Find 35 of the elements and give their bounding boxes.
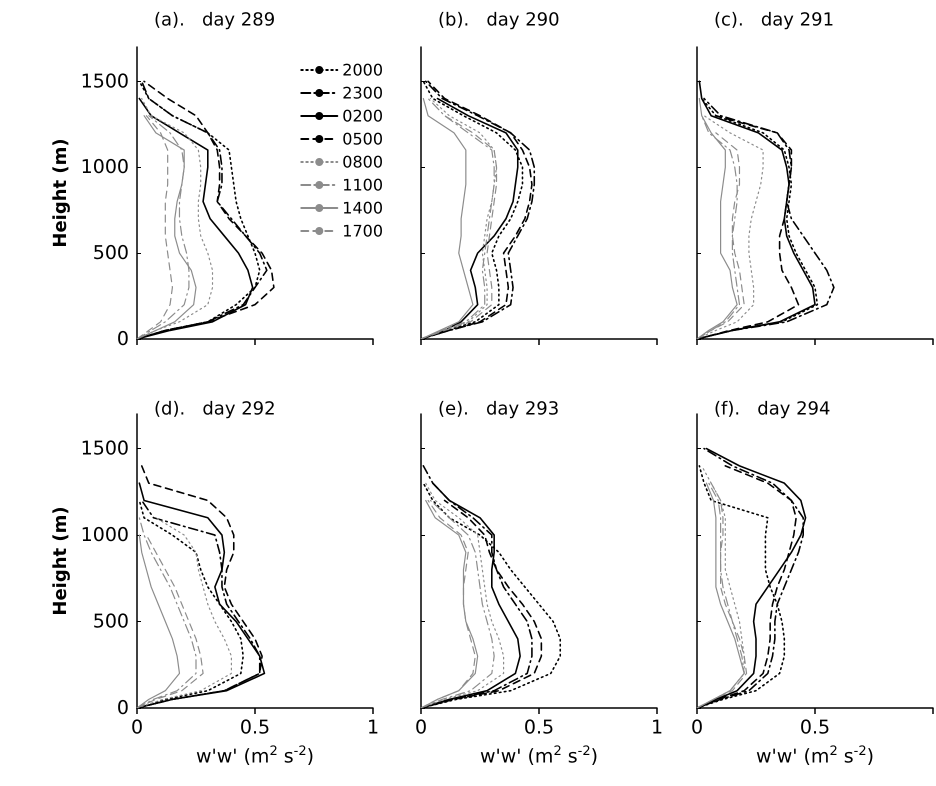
y-tick-label: 0 bbox=[116, 697, 129, 719]
x-tick-label: 0 bbox=[130, 716, 144, 738]
chart-title: (c). day 291 bbox=[714, 10, 834, 30]
x-tick-label: 0.5 bbox=[240, 716, 270, 738]
legend-label: 2000 bbox=[342, 60, 383, 80]
y-axis-title: Height (m) bbox=[50, 138, 72, 248]
y-tick-label: 0 bbox=[116, 328, 129, 350]
x-tick-label: 1 bbox=[366, 716, 380, 738]
y-tick-label: 500 bbox=[92, 242, 129, 264]
chart-title: (b). day 290 bbox=[438, 10, 560, 30]
legend-label: 1400 bbox=[342, 198, 383, 218]
x-tick-label: 0 bbox=[690, 716, 704, 738]
y-tick-label: 1000 bbox=[80, 524, 129, 546]
chart-title: (f). day 294 bbox=[714, 398, 830, 420]
x-tick-label: 0.5 bbox=[800, 716, 830, 738]
y-tick-label: 1500 bbox=[80, 70, 129, 92]
legend-label: 1700 bbox=[342, 222, 383, 240]
x-tick-label: 0.5 bbox=[524, 716, 554, 738]
x-axis-title: w'w' (m$^{2}$ s$^{-2}$) bbox=[478, 744, 600, 768]
x-tick-label: 0 bbox=[414, 716, 428, 738]
chart-title: (a). day 289 bbox=[154, 10, 276, 30]
x-tick-label: 1 bbox=[650, 716, 664, 738]
legend-label: 0500 bbox=[342, 130, 383, 148]
chart-title: (d). day 292 bbox=[154, 398, 276, 420]
legend-label: 0200 bbox=[342, 106, 383, 126]
x-axis-title: w'w' (m$^{2}$ s$^{-2}$) bbox=[754, 744, 876, 768]
x-axis-title: w'w' (m$^{2}$ s$^{-2}$) bbox=[194, 744, 316, 768]
legend-label: 2300 bbox=[342, 84, 383, 102]
legend-label: 0800 bbox=[342, 152, 383, 172]
chart-title: (e). day 293 bbox=[438, 398, 560, 420]
legend-label: 1100 bbox=[342, 176, 383, 194]
y-axis-title: Height (m) bbox=[50, 506, 72, 616]
y-tick-label: 1000 bbox=[80, 156, 129, 178]
y-tick-label: 500 bbox=[92, 610, 129, 633]
y-tick-label: 1500 bbox=[80, 438, 129, 460]
